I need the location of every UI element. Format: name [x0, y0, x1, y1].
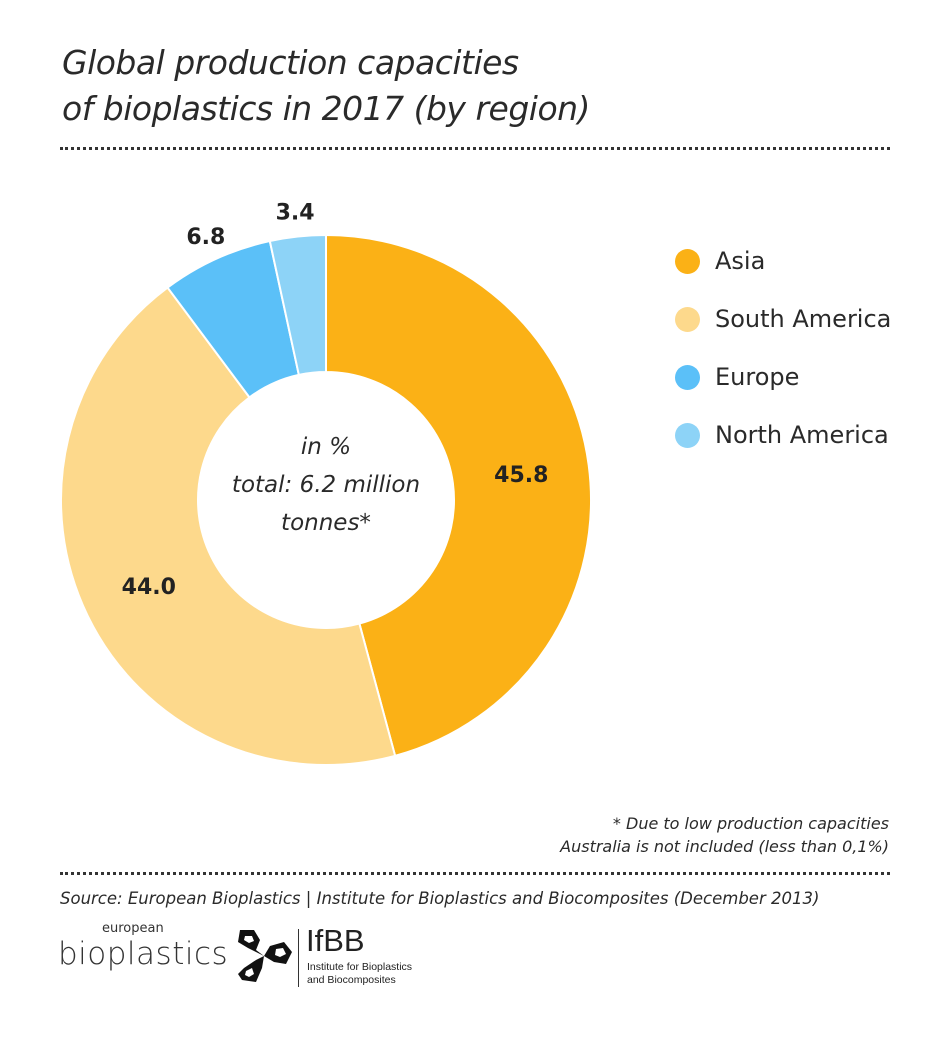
data-label-asia: 45.8	[494, 463, 548, 488]
title-line-1: Global production capacities	[62, 43, 519, 82]
slice-south-america	[60, 286, 397, 766]
data-label-north-america: 3.4	[276, 201, 315, 226]
footnote-line-1: * Due to low production capacities	[612, 814, 889, 833]
divider-bottom	[60, 872, 890, 875]
ifbb-logo-title: IfBB	[306, 923, 365, 958]
source-text: Source: European Bioplastics | Institute…	[60, 889, 820, 908]
legend-item-asia: Asia	[675, 232, 891, 290]
footnote-line-2: Australia is not included (less than 0,1…	[560, 837, 889, 856]
logo-european-text: european	[102, 921, 164, 936]
legend-swatch	[675, 248, 700, 274]
center-total-unit: tonnes*	[281, 510, 371, 536]
legend-swatch	[675, 422, 700, 448]
data-label-europe: 6.8	[186, 225, 225, 250]
legend-swatch	[675, 364, 700, 390]
legend-label: South America	[715, 305, 892, 333]
legend-label: North America	[715, 421, 889, 449]
ifbb-flower-icon	[238, 930, 292, 982]
footnote: * Due to low production capacities Austr…	[560, 812, 889, 858]
legend-label: Asia	[715, 247, 766, 275]
legend-item-north-america: North America	[675, 406, 891, 464]
center-total: total: 6.2 million	[231, 472, 421, 498]
legend: Asia South America Europe North America	[675, 232, 891, 464]
legend-item-south-america: South America	[675, 290, 891, 348]
legend-swatch	[675, 306, 700, 332]
center-unit: in %	[300, 434, 352, 460]
legend-label: Europe	[715, 363, 800, 391]
ifbb-divider	[298, 929, 299, 987]
slice-north-america	[268, 233, 327, 377]
ifbb-logo-subtitle: Institute for Bioplastics and Biocomposi…	[307, 961, 412, 987]
european-bioplastics-logo: european bioplastics	[58, 922, 228, 982]
divider-top	[60, 147, 890, 150]
chart-title: Global production capacities of bioplast…	[62, 40, 590, 132]
legend-item-europe: Europe	[675, 348, 891, 406]
title-line-2: of bioplastics in 2017 (by region)	[62, 89, 590, 128]
ifbb-sub-line-1: Institute for Bioplastics	[307, 961, 413, 973]
logo-bioplastics-text: bioplastics	[58, 936, 229, 972]
ifbb-sub-line-2: and Biocomposites	[307, 974, 396, 986]
center-label: in % total: 6.2 million tonnes*	[198, 428, 454, 542]
data-label-south-america: 44.0	[122, 575, 176, 600]
slice-asia	[325, 233, 592, 758]
